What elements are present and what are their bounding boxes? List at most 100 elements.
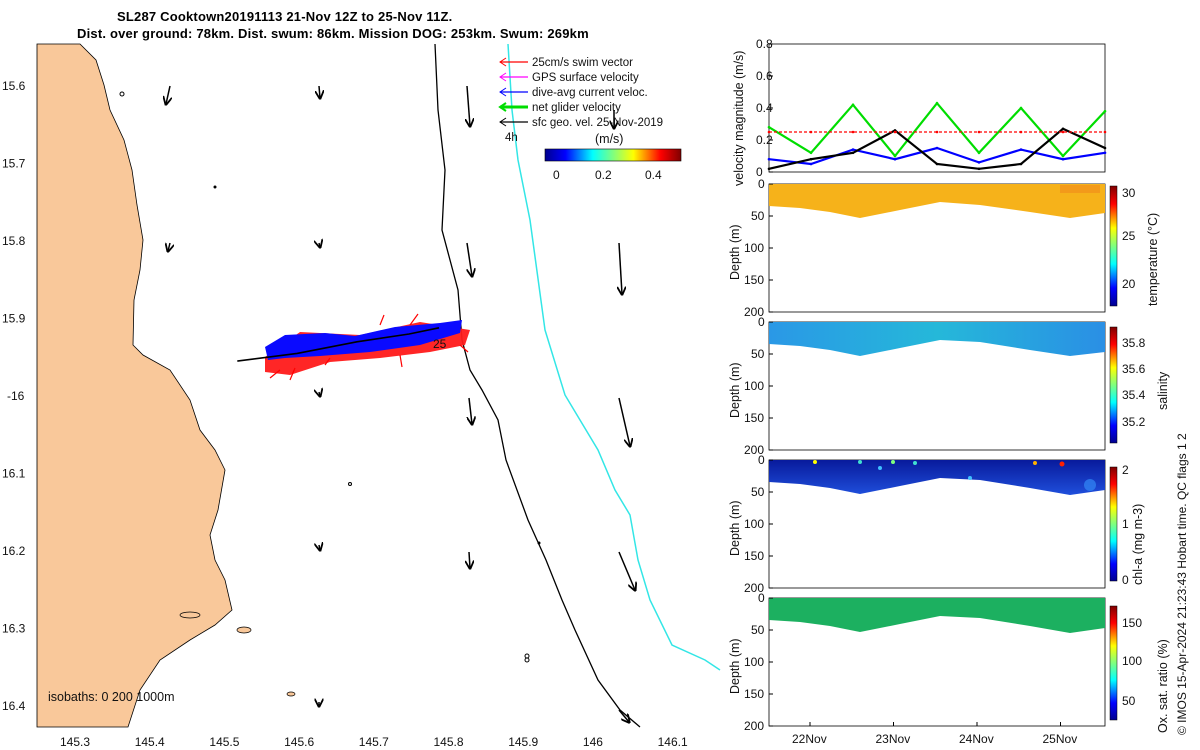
velocity-point (893, 154, 897, 158)
velocity-point (935, 130, 939, 134)
chla-field (769, 460, 1105, 495)
isobaths-label: isobaths: 0 200 1000m (48, 690, 174, 704)
velocity-point (767, 167, 771, 171)
velocity-point (935, 162, 939, 166)
profile-oxygen: 150 100 50 Ox. sat. ratio (%) (768, 597, 1170, 733)
chla-colorbar (1109, 466, 1118, 582)
map-legend: 25cm/s swim vector GPS surface velocity … (498, 57, 682, 182)
current-vectors (166, 85, 635, 722)
time-tick-label: 25Nov (1043, 732, 1078, 746)
depth-tick-label: 50 (751, 485, 765, 499)
map-x-tick-label: 146 (583, 735, 603, 749)
velocity-point (1061, 154, 1065, 158)
velocity-point (851, 103, 855, 107)
velocity-point (1019, 162, 1023, 166)
map-x-tick-label: 145.4 (135, 735, 165, 749)
salinity-cbar-tick-2: 35.4 (1122, 388, 1146, 402)
depth-tick-label: 150 (744, 687, 764, 701)
velocity-point (977, 130, 981, 134)
island (179, 611, 201, 619)
velocity-point (851, 148, 855, 151)
time-tick-label: 22Nov (792, 732, 827, 746)
velocity-ylabel: velocity magnitude (m/s) (732, 51, 746, 186)
map-x-tick-label: 145.5 (209, 735, 239, 749)
map-y-tick-label: -16 (7, 389, 25, 403)
map-y-tick-label: 16.1 (2, 467, 26, 481)
velocity-point (767, 125, 771, 129)
map-y-tick-label: 16.3 (2, 622, 26, 636)
isobath-1000 (507, 43, 721, 671)
map-x-tick-label: 145.3 (60, 735, 90, 749)
temperature-cbar-tick-0: 30 (1122, 186, 1136, 200)
profile-chla: 2 1 0 chl-a (mg m-3) (768, 459, 1145, 589)
velocity-point (809, 151, 813, 155)
depth-tick-label: 200 (744, 305, 764, 319)
depth-axes: 0 50 100 150 200 Depth (m) 0 50 100 150 200 Depth (… (728, 177, 773, 733)
depth-tick-label: 200 (744, 581, 764, 595)
depth-tick-label: 50 (751, 623, 765, 637)
chla-cbar-tick-0: 2 (1122, 463, 1129, 477)
map-x-tick-label: 145.6 (284, 735, 314, 749)
map-x-tick-label: 145.9 (508, 735, 538, 749)
island (524, 657, 530, 663)
salinity-cbar-tick-0: 35.8 (1122, 336, 1146, 350)
depth-ylabel: Depth (m) (728, 500, 742, 556)
velocity-point (1103, 109, 1107, 113)
legend-diveavg-head (499, 87, 507, 97)
depth-tick-label: 200 (744, 443, 764, 457)
depth-ylabel: Depth (m) (728, 362, 742, 418)
depth-tick-label: 0 (758, 177, 765, 191)
island (348, 482, 352, 486)
salinity-field (769, 322, 1105, 356)
depth-tick-label: 100 (744, 379, 764, 393)
velocity-y-tick-label: 0.6 (756, 69, 773, 83)
depth-tick-label: 0 (758, 453, 765, 467)
oxygen-field (769, 598, 1105, 633)
map-x-tick-label: 146.1 (658, 735, 688, 749)
map-y-tick-label: 15.9 (2, 312, 26, 326)
salinity-cbar-tick-3: 35.2 (1122, 415, 1146, 429)
velocity-frame (768, 43, 1106, 173)
oxygen-cbar-tick-2: 50 (1122, 694, 1136, 708)
map-title-line1: SL287 Cooktown20191113 21-Nov 12Z to 25-… (117, 9, 453, 24)
salinity-cbar-tick-1: 35.6 (1122, 362, 1146, 376)
velocity-point (1061, 157, 1065, 161)
imos-side-note: © IMOS 15-Apr-2024 21:23:43 Hobart time.… (1175, 433, 1189, 735)
velocity-point (893, 157, 897, 161)
velocity-y-axis: 0 0.2 0.4 0.6 0.8 (756, 37, 773, 179)
speed-colorbar (544, 148, 682, 162)
temperature-cbar-label: temperature (°C) (1146, 213, 1160, 306)
chla-cbar-tick-2: 0 (1122, 573, 1129, 587)
colorbar-tick-0: 0 (553, 168, 560, 182)
velocity-point (893, 130, 897, 134)
map-y-tick-label: 16.2 (2, 544, 26, 558)
velocity-point (1061, 130, 1065, 134)
legend-swim-label: 25cm/s swim vector (532, 57, 633, 69)
oxygen-colorbar (1109, 605, 1118, 721)
colorbar-tick-2: 0.4 (645, 168, 662, 182)
velocity-point (935, 146, 939, 150)
glider-track-line (237, 327, 440, 362)
island (119, 91, 125, 97)
map-title-line2: Dist. over ground: 78km. Dist. swum: 86k… (77, 26, 589, 41)
velocity-panel: 0 0.2 0.4 0.6 0.8 velocity magnitude (m/s) (732, 37, 1107, 186)
map-y-tick-label: 15.8 (2, 234, 26, 248)
temperature-field (769, 184, 1105, 218)
depth-tick-label: 50 (751, 347, 765, 361)
legend-swim-head (499, 57, 507, 67)
salinity-colorbar (1109, 326, 1118, 444)
chla-cbar-label: chl-a (mg m-3) (1131, 504, 1145, 585)
map-y-axis: 15.6 15.7 15.8 15.9 -16 16.1 16.2 16.3 16.4 (2, 79, 26, 713)
salinity-cbar-label: salinity (1156, 371, 1170, 410)
time-tick-label: 24Nov (959, 732, 994, 746)
velocity-point (935, 101, 939, 105)
velocity-point (977, 167, 981, 171)
map-panel: 25 25cm/s swim vector GPS surface veloci… (2, 43, 721, 749)
oxygen-cbar-label: Ox. sat. ratio (%) (1156, 639, 1170, 733)
legend-net-head (498, 102, 507, 112)
glider-track-cluster: 25 (237, 313, 470, 381)
velocity-point (767, 130, 771, 134)
marker-25: 25 (433, 337, 447, 351)
temperature-cbar-tick-2: 20 (1122, 277, 1136, 291)
